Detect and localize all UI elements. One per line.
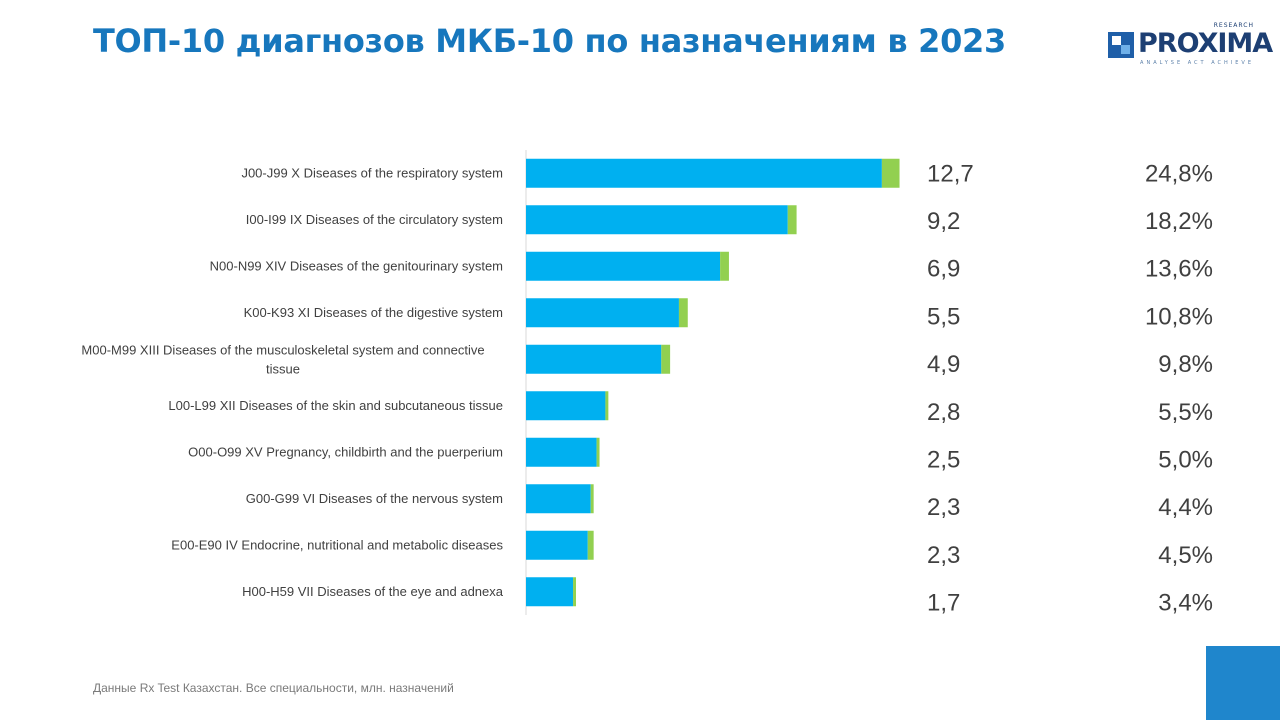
- bar-segment-2: [720, 251, 729, 281]
- bar-segment-1: [526, 251, 721, 281]
- share-label: 13,6%: [1145, 256, 1213, 283]
- total-label: 2,8: [927, 399, 960, 426]
- total-label: 4,9: [927, 351, 960, 378]
- bar-segment-2: [661, 344, 671, 374]
- bar-segment-2: [573, 577, 576, 607]
- bar-segment-1: [526, 344, 662, 374]
- total-label: 12,7: [927, 160, 974, 187]
- share-label: 4,5%: [1158, 542, 1213, 569]
- total-label: 2,3: [927, 542, 960, 569]
- category-label: J00-J99 X Diseases of the respiratory sy…: [241, 165, 503, 180]
- bar-segment-1: [526, 205, 788, 235]
- share-label: 24,8%: [1145, 160, 1213, 187]
- logo-tagline: ANALYSE ACT ACHIEVE: [1140, 60, 1254, 66]
- category-label: H00-H59 VII Diseases of the eye and adne…: [242, 584, 504, 599]
- category-label: N00-N99 XIV Diseases of the genitourinar…: [210, 258, 503, 273]
- bar-segment-1: [526, 484, 591, 514]
- total-label: 6,9: [927, 256, 960, 283]
- logo-superscript: RESEARCH: [1213, 22, 1254, 29]
- bar-segment-1: [526, 391, 606, 421]
- share-label: 4,4%: [1158, 494, 1213, 521]
- category-label: I00-I99 IX Diseases of the circulatory s…: [246, 212, 503, 227]
- page-title: ТОП-10 диагнозов МКБ-10 по назначениям в…: [93, 22, 1006, 60]
- bar-segment-2: [678, 298, 688, 328]
- logo-wordmark: PROXIMA: [1138, 28, 1273, 59]
- category-label: G00-G99 VI Diseases of the nervous syste…: [246, 491, 503, 506]
- share-label: 10,8%: [1145, 303, 1213, 330]
- bar-segment-2: [587, 530, 594, 560]
- total-label: 2,5: [927, 446, 960, 473]
- bar-segment-1: [526, 530, 588, 560]
- category-label: K00-K93 XI Diseases of the digestive sys…: [244, 305, 503, 320]
- category-label: O00-O99 XV Pregnancy, childbirth and the…: [188, 444, 503, 459]
- corner-decoration: [1206, 646, 1280, 720]
- bar-segment-2: [881, 158, 900, 188]
- share-label: 5,5%: [1158, 399, 1213, 426]
- total-label: 2,3: [927, 494, 960, 521]
- category-label: M00-M99 XIII Diseases of the musculoskel…: [81, 342, 484, 376]
- bar-segment-1: [526, 158, 882, 188]
- proxima-logo: RESEARCH PROXIMA ANALYSE ACT ACHIEVE: [1108, 22, 1273, 68]
- share-label: 9,8%: [1158, 351, 1213, 378]
- category-label: L00-L99 XII Diseases of the skin and sub…: [168, 398, 503, 413]
- share-label: 3,4%: [1158, 590, 1213, 617]
- bar-segment-1: [526, 577, 574, 607]
- category-label: E00-E90 IV Endocrine, nutritional and me…: [171, 537, 503, 552]
- bar-segment-1: [526, 298, 679, 328]
- bar-segment-2: [787, 205, 797, 235]
- total-label: 1,7: [927, 590, 960, 617]
- logo-mark-icon: [1108, 32, 1134, 58]
- footnote: Данные Rx Test Казахстан. Все специально…: [93, 681, 454, 695]
- bar-segment-1: [526, 437, 597, 467]
- bar-segment-2: [590, 484, 594, 514]
- total-label: 9,2: [927, 208, 960, 235]
- bar-segment-2: [605, 391, 609, 421]
- share-label: 5,0%: [1158, 446, 1213, 473]
- total-label: 5,5: [927, 303, 960, 330]
- share-label: 18,2%: [1145, 208, 1213, 235]
- bar-segment-2: [596, 437, 600, 467]
